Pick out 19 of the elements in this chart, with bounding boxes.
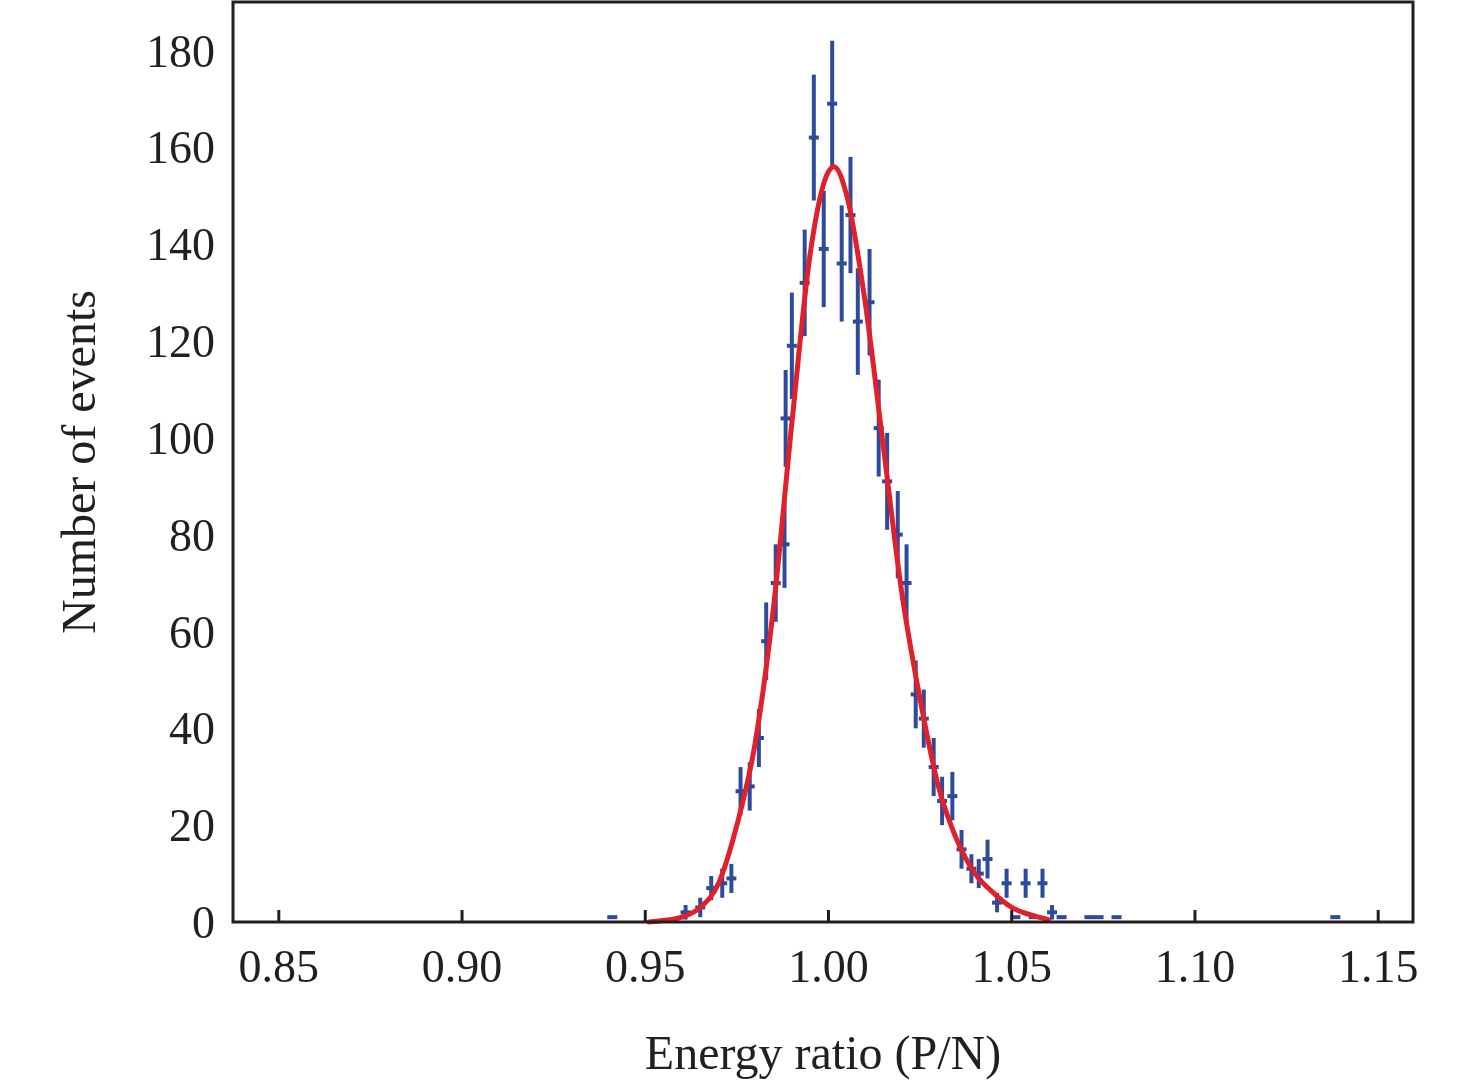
x-tick-label: 1.15 [1337, 941, 1419, 992]
y-tick-label: 180 [146, 25, 215, 77]
y-tick-label: 120 [146, 316, 215, 368]
y-axis-title: Number of events [52, 290, 105, 634]
x-tick-label: 1.05 [971, 941, 1052, 992]
y-tick-label: 80 [169, 509, 215, 561]
y-tick-label: 140 [146, 219, 215, 271]
x-tick-label: 0.95 [605, 941, 686, 992]
y-tick-label: 60 [169, 606, 215, 658]
x-tick-label: 0.90 [421, 941, 503, 992]
y-tick-label: 0 [192, 897, 215, 949]
y-tick-label: 100 [146, 412, 215, 464]
x-tick-label: 0.85 [238, 941, 320, 992]
x-axis-title: Energy ratio (P/N) [644, 1026, 1002, 1080]
y-tick-label: 160 [146, 122, 215, 174]
x-tick-label: 1.10 [1154, 941, 1236, 992]
y-tick-label: 20 [169, 800, 215, 852]
y-tick-label: 40 [169, 703, 215, 755]
x-tick-label: 1.00 [788, 941, 869, 992]
